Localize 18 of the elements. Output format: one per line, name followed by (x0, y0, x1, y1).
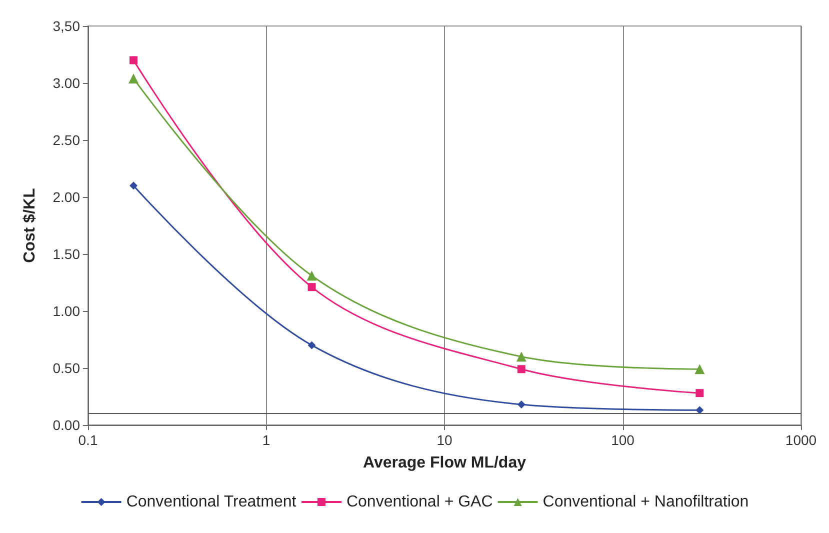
y-axis-title: Cost $/KL (22, 188, 38, 263)
y-tick-label: 2.00 (52, 189, 80, 205)
y-tick-label: 3.00 (52, 75, 80, 91)
y-tick-label: 3,50 (52, 18, 80, 34)
legend-label: Conventional + GAC (346, 494, 493, 510)
y-tick-label: 0.00 (52, 417, 80, 433)
x-tick-label: 1 (262, 432, 270, 448)
legend-label: Conventional + Nanofiltration (542, 494, 749, 510)
y-tick-label: 1.00 (52, 303, 80, 319)
y-tick-label: 2.50 (52, 132, 80, 148)
x-tick-label: 100 (611, 432, 635, 448)
x-tick-label: 1000 (785, 432, 817, 448)
y-tick-label: 1.50 (52, 246, 80, 262)
y-tick-label: 0.50 (52, 360, 80, 376)
x-axis-title: Average Flow ML/day (363, 454, 526, 472)
legend-label: Conventional Treatment (126, 494, 297, 510)
x-tick-label: 0.1 (78, 432, 98, 448)
x-tick-label: 10 (436, 432, 452, 448)
